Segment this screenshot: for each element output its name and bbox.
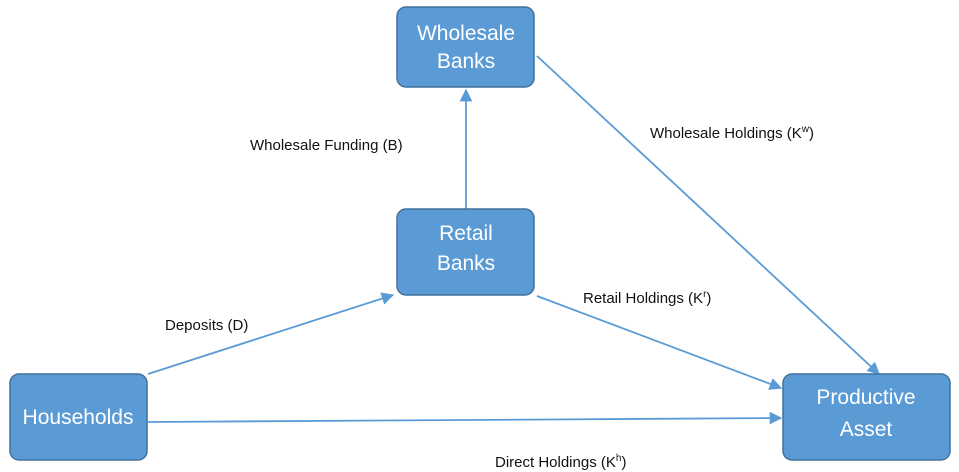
label-text: Direct Holdings (K	[495, 454, 616, 471]
label-text: Retail Holdings (K	[583, 290, 703, 307]
node: Wholesale Banks	[396, 6, 535, 88]
label-end: )	[706, 290, 711, 307]
edge-label: Wholesale Funding (B)	[250, 137, 403, 154]
label-sup: r	[703, 289, 707, 300]
node: Households	[9, 373, 148, 461]
arrow	[536, 295, 783, 390]
edge-label: Deposits (D)	[165, 317, 248, 334]
label-end: )	[809, 125, 814, 142]
label-sup: h	[616, 453, 622, 464]
edge-label: Wholesale Holdings (Kw)	[650, 124, 814, 142]
edge-label: Retail Holdings (Kr)	[583, 289, 711, 307]
node: Productive Asset	[782, 373, 951, 461]
node-label: Banks	[437, 50, 495, 73]
label-end: )	[621, 454, 626, 471]
arrow	[147, 292, 395, 375]
node-label: Retail	[439, 222, 493, 245]
node: Retail Banks	[396, 208, 535, 296]
node-label: Asset	[840, 418, 893, 441]
arrow	[147, 411, 783, 425]
node-label: Households	[23, 406, 134, 429]
edge-label: Direct Holdings (Kh)	[495, 453, 626, 471]
arrow	[536, 55, 880, 375]
node-label: Productive	[816, 386, 915, 409]
label-sup: w	[801, 124, 810, 135]
label-text: Wholesale Holdings (K	[650, 125, 802, 142]
node-label: Wholesale	[417, 22, 515, 45]
node-label: Banks	[437, 252, 495, 275]
